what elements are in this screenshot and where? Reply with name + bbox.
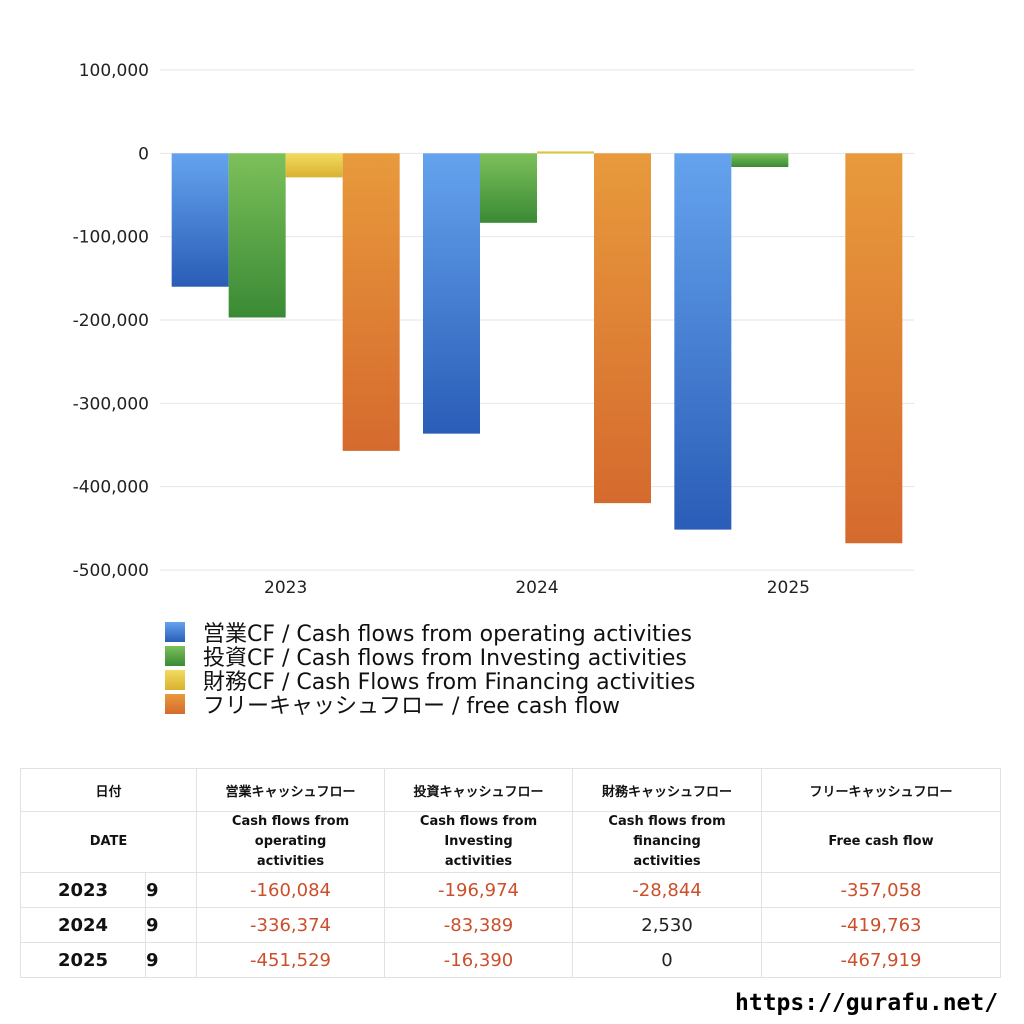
bar-investing-2024: [480, 153, 537, 223]
row-year: 2024: [20, 907, 146, 943]
table-row: 2025 9 -451,529 -16,390 0 -467,919: [20, 942, 1002, 978]
header-date-en: DATE: [19, 811, 198, 873]
bar-operating-2023: [171, 153, 229, 287]
legend-label-free-cash-flow: フリーキャッシュフロー / free cash flow: [203, 694, 621, 719]
y-tick-label: -100,000: [73, 228, 149, 248]
header-free-cash-flow-en: Free cash flow: [761, 811, 1002, 873]
legend-item-operating: 営業CF / Cash flows from operating activit…: [165, 620, 695, 647]
table-row: 2023 9 -160,084 -196,974 -28,844 -357,05…: [20, 872, 1002, 908]
cell-investing: -16,390: [384, 942, 574, 978]
y-tick-label: -500,000: [73, 561, 149, 581]
header-investing-en: Cash flows from Investing activities: [384, 811, 574, 873]
y-tick-label: -400,000: [73, 478, 149, 498]
cash-flow-bar-chart: 100,000 0 -100,000 -200,000 -300,000 -400,000…: [73, 61, 914, 598]
bar-operating-2024: [423, 153, 480, 434]
row-month: 9: [144, 942, 198, 978]
header-investing-jp: 投資キャッシュフロー: [384, 768, 574, 812]
legend-item-free-cash-flow: フリーキャッシュフロー / free cash flow: [165, 692, 695, 719]
bar-free-cash-flow-2023: [342, 153, 400, 451]
cell-operating: -336,374: [196, 907, 386, 943]
bar-financing-2024: [537, 151, 594, 154]
legend-swatch-financing: [165, 670, 185, 690]
row-year: 2025: [20, 942, 146, 978]
cell-financing: 2,530: [572, 907, 763, 943]
cell-operating: -451,529: [196, 942, 386, 978]
legend-swatch-free-cash-flow: [165, 694, 185, 714]
header-operating-jp: 営業キャッシュフロー: [196, 768, 386, 812]
y-tick-label: -200,000: [73, 311, 149, 331]
y-tick-label: 100,000: [79, 61, 149, 81]
cash-flow-table: 日付 営業キャッシュフロー 投資キャッシュフロー 財務キャッシュフロー フリーキ…: [19, 768, 1002, 978]
header-free-cash-flow-jp: フリーキャッシュフロー: [761, 768, 1002, 812]
bar-free-cash-flow-2024: [594, 153, 651, 504]
cell-investing: -196,974: [384, 872, 574, 908]
cell-operating: -160,084: [196, 872, 386, 908]
x-tick-label: 2024: [515, 578, 558, 598]
row-year: 2023: [20, 872, 146, 908]
x-tick-label: 2025: [767, 578, 810, 598]
site-url[interactable]: https://gurafu.net/: [735, 990, 999, 1016]
table-header-row-jp: 日付 営業キャッシュフロー 投資キャッシュフロー 財務キャッシュフロー フリーキ…: [19, 768, 1002, 812]
cell-free-cash-flow: -357,058: [761, 872, 1002, 908]
bar-operating-2025: [674, 153, 732, 530]
cell-financing: -28,844: [572, 872, 763, 908]
legend-swatch-operating: [165, 622, 185, 642]
y-tick-label: -300,000: [73, 394, 149, 414]
y-tick-label: 0: [138, 144, 149, 164]
header-date-jp: 日付: [19, 768, 198, 812]
cell-investing: -83,389: [384, 907, 574, 943]
header-operating-en: Cash flows from operating activities: [196, 811, 386, 873]
cell-financing: 0: [572, 942, 763, 978]
bar-free-cash-flow-2025: [845, 153, 903, 544]
header-financing-jp: 財務キャッシュフロー: [572, 768, 763, 812]
legend-label-investing: 投資CF / Cash flows from Investing activit…: [203, 646, 687, 671]
table-row: 2024 9 -336,374 -83,389 2,530 -419,763: [20, 907, 1002, 943]
chart-legend: 営業CF / Cash flows from operating activit…: [165, 620, 695, 719]
legend-label-financing: 財務CF / Cash Flows from Financing activit…: [203, 670, 696, 695]
row-month: 9: [144, 872, 198, 908]
header-financing-en: Cash flows from financing activities: [572, 811, 763, 873]
legend-item-investing: 投資CF / Cash flows from Investing activit…: [165, 644, 695, 671]
table-header-row-en: DATE Cash flows from operating activitie…: [19, 811, 1002, 873]
legend-label-operating: 営業CF / Cash flows from operating activit…: [203, 622, 692, 647]
cell-free-cash-flow: -467,919: [761, 942, 1002, 978]
bar-investing-2023: [228, 153, 286, 318]
legend-swatch-investing: [165, 646, 185, 666]
bar-financing-2023: [285, 153, 343, 178]
bar-investing-2025: [731, 153, 789, 167]
legend-item-financing: 財務CF / Cash Flows from Financing activit…: [165, 668, 695, 695]
row-month: 9: [144, 907, 198, 943]
cell-free-cash-flow: -419,763: [761, 907, 1002, 943]
x-tick-label: 2023: [264, 578, 307, 598]
